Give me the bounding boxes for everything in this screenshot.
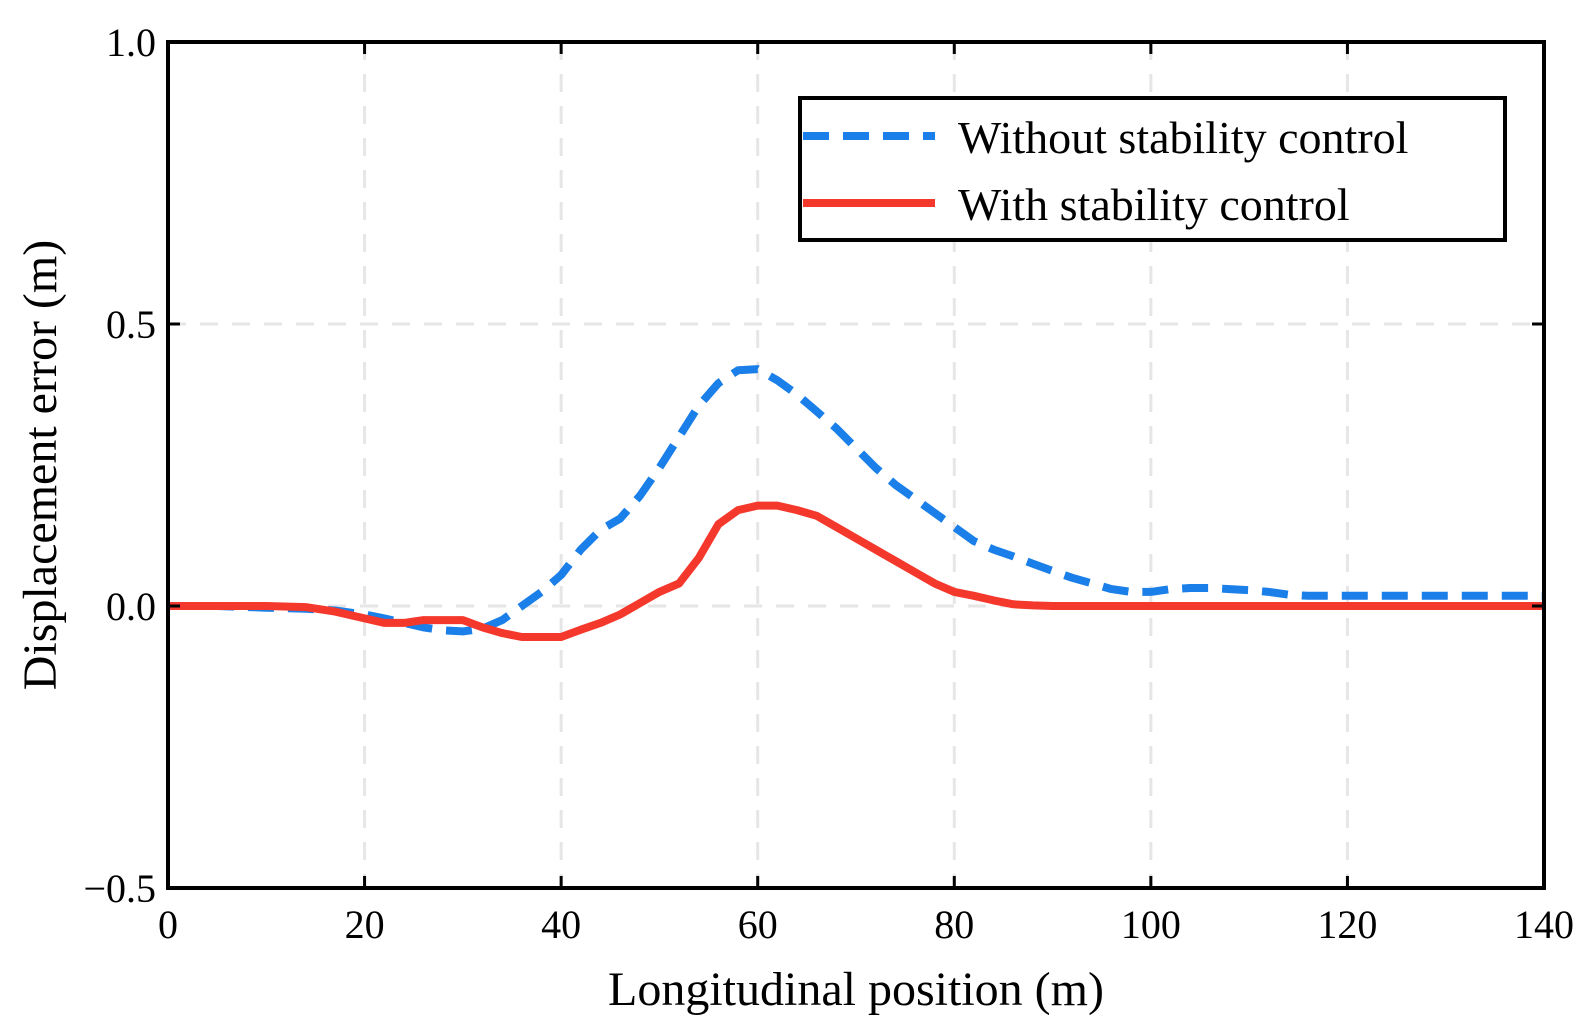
x-tick-label: 120 <box>1317 902 1377 947</box>
series-line-with-stability-control <box>168 501 1544 641</box>
x-tick-label: 40 <box>541 902 581 947</box>
y-tick-label: 1.0 <box>106 20 156 65</box>
legend-box <box>798 96 1507 242</box>
legend-label-with: With stability control <box>958 179 1350 230</box>
x-axis-title: Longitudinal position (m) <box>608 963 1104 1016</box>
y-tick-label: 0.0 <box>106 584 156 629</box>
y-axis-title: Displacement error (m) <box>14 240 67 690</box>
x-tick-label: 0 <box>158 902 178 947</box>
x-tick-label: 100 <box>1121 902 1181 947</box>
series-line-without-stability-control <box>168 365 1544 636</box>
legend-label-without: Without stability control <box>958 112 1408 163</box>
axis-ticks: 0 20 40 60 80 100 120 140 −0.5 0.0 0.5 1.0 <box>83 20 1574 947</box>
x-tick-label: 60 <box>738 902 778 947</box>
plot-frame <box>166 40 1546 890</box>
y-tick-label: −0.5 <box>83 866 156 911</box>
series-lines <box>168 365 1544 641</box>
x-tick-label: 20 <box>345 902 385 947</box>
x-tick-label: 80 <box>934 902 974 947</box>
y-tick-label: 0.5 <box>106 302 156 347</box>
legend: Without stability control With stability… <box>798 96 1507 242</box>
x-tick-label: 140 <box>1514 902 1574 947</box>
